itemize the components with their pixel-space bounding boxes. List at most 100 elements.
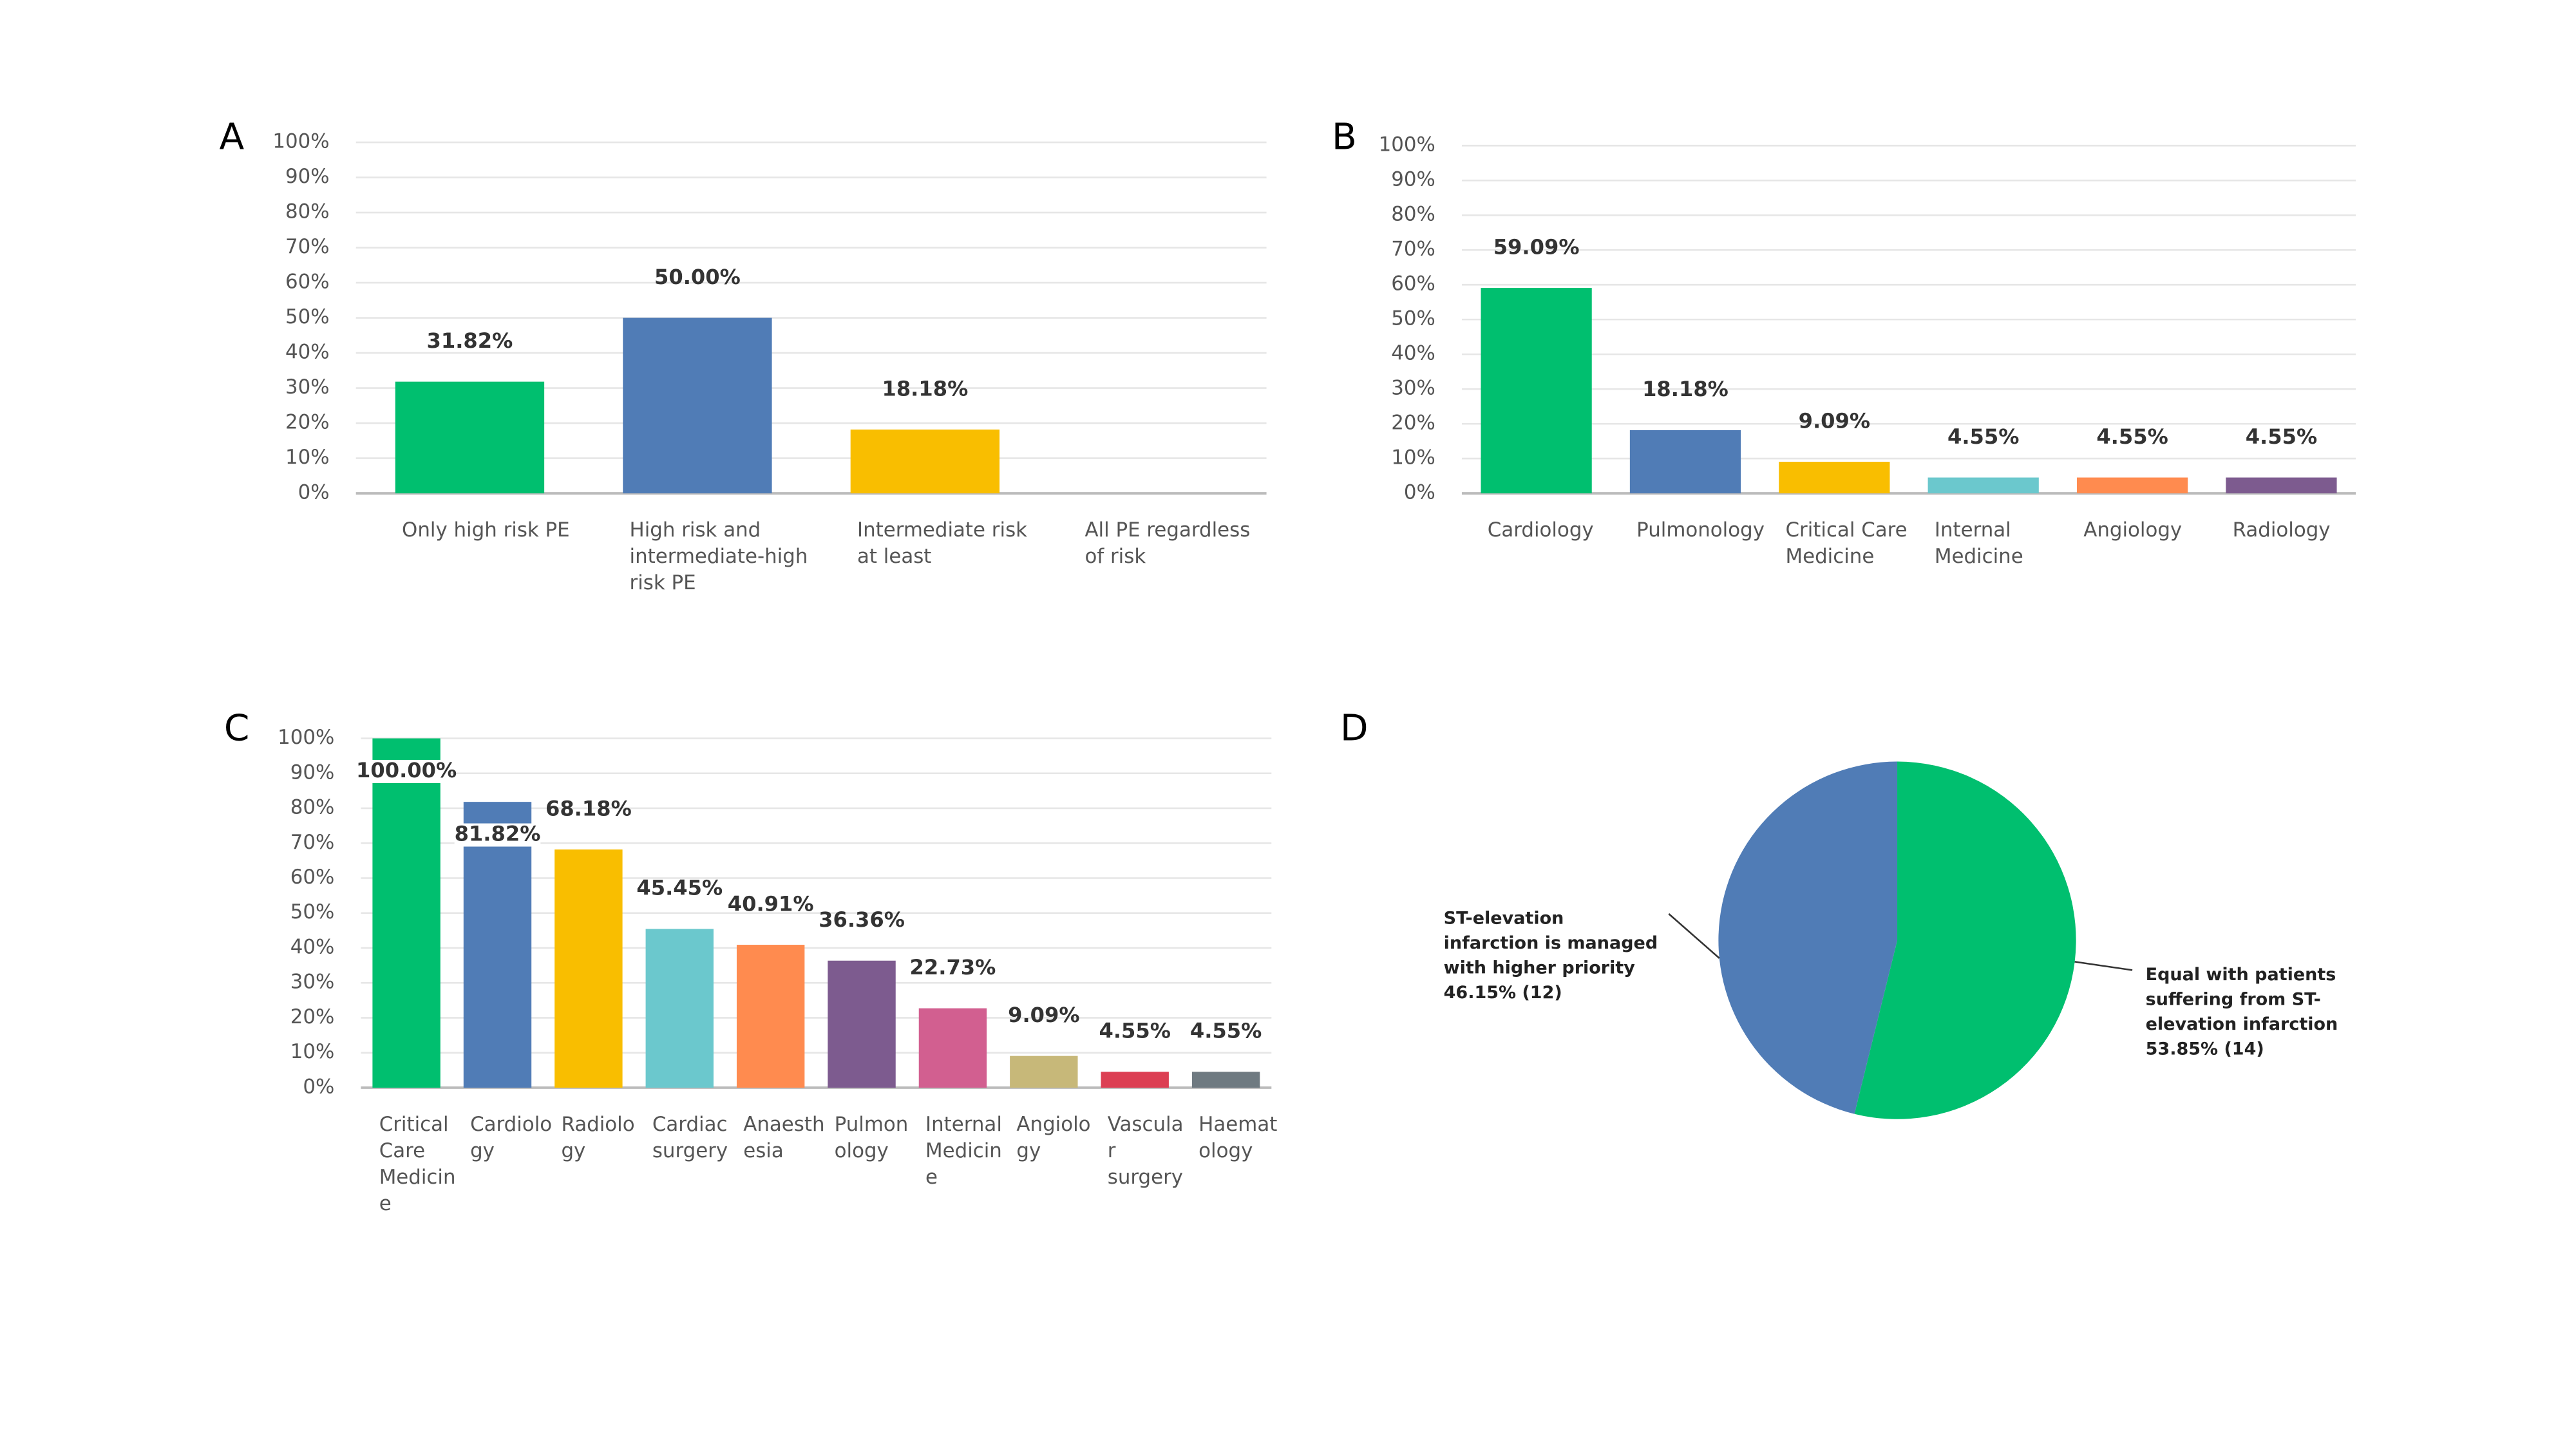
value-label: 4.55% — [1947, 424, 2019, 449]
value-label: 59.09% — [1493, 234, 1580, 259]
x-tick-label: Haematology — [1198, 1112, 1278, 1162]
value-label: 9.09% — [1008, 1003, 1079, 1027]
value-label: 18.18% — [1642, 377, 1728, 401]
y-tick-label: 0% — [1404, 481, 1435, 504]
bar — [850, 429, 1000, 494]
panel-letter: B — [1332, 117, 1357, 158]
x-tick-label: Internal Medicine — [925, 1112, 1002, 1189]
value-label: 100.00% — [356, 758, 457, 782]
y-tick-label: 30% — [285, 375, 330, 399]
x-tick-label: Cardiology — [1487, 518, 1594, 542]
pie-slice — [1718, 761, 1898, 1114]
y-tick-label: 20% — [1391, 412, 1435, 435]
bar — [918, 1008, 987, 1088]
pie-label: Equal with patients suffering from ST-el… — [2146, 963, 2364, 1063]
value-label: 50.00% — [654, 265, 741, 289]
y-tick-label: 10% — [290, 1040, 335, 1063]
bar — [1629, 430, 1741, 494]
value-label: 31.82% — [427, 328, 513, 353]
x-tick-label: Cardiac surgery — [652, 1112, 728, 1162]
leader-line — [1668, 913, 1720, 959]
pie-category: ST-elevation infarction is managed with … — [1443, 909, 1658, 979]
y-tick-label: 40% — [290, 935, 335, 958]
pie-value-label: 46.15% (12) — [1443, 983, 1562, 1003]
bar — [395, 381, 545, 494]
y-tick-label: 70% — [285, 235, 330, 258]
y-tick-label: 60% — [285, 270, 330, 294]
bar — [623, 317, 772, 494]
value-label: 4.55% — [2096, 424, 2168, 449]
y-tick-label: 50% — [290, 900, 335, 923]
bar — [1101, 1072, 1169, 1088]
y-tick-label: 90% — [1391, 168, 1435, 191]
x-tick-label: All PE regardless of risk — [1084, 518, 1251, 568]
bar — [645, 929, 714, 1088]
x-tick-label: Intermediate risk at least — [857, 518, 1027, 568]
value-label: 9.09% — [1799, 408, 1870, 433]
value-label: 81.82% — [455, 822, 541, 846]
x-tick-label: Vascular surgery — [1107, 1112, 1184, 1189]
y-tick-label: 0% — [298, 481, 330, 504]
value-label: 4.55% — [2246, 424, 2317, 449]
bar — [1927, 477, 2039, 494]
value-label: 22.73% — [910, 955, 996, 980]
panel-letter: C — [224, 707, 249, 749]
panel-letter: D — [1340, 707, 1368, 749]
y-tick-label: 30% — [1391, 377, 1435, 400]
bar — [372, 738, 440, 1088]
y-tick-label: 80% — [290, 796, 335, 819]
bar — [2076, 477, 2188, 494]
x-tick-label: Radiology — [561, 1112, 635, 1162]
value-label: 4.55% — [1099, 1019, 1170, 1043]
bar — [736, 945, 805, 1088]
y-tick-label: 50% — [1391, 307, 1435, 330]
value-label: 36.36% — [819, 907, 905, 932]
bar — [554, 849, 623, 1088]
y-tick-label: 0% — [303, 1075, 334, 1098]
x-tick-label: Critical Care Medicine — [1785, 518, 1908, 568]
y-tick-label: 100% — [278, 726, 334, 749]
panel-letter: A — [220, 117, 245, 158]
y-tick-label: 40% — [285, 341, 330, 364]
value-label-bg — [363, 759, 450, 783]
y-tick-label: 90% — [285, 165, 330, 188]
y-tick-label: 10% — [285, 446, 330, 469]
y-tick-label: 60% — [290, 866, 335, 889]
pie-label: ST-elevation infarction is managed with … — [1444, 907, 1662, 1007]
pie-slice — [1854, 761, 2076, 1119]
y-tick-label: 90% — [290, 761, 335, 784]
value-label: 18.18% — [882, 376, 968, 401]
y-tick-label: 100% — [272, 130, 329, 153]
x-tick-label: Only high risk PE — [402, 518, 570, 542]
bar — [2226, 477, 2337, 494]
y-tick-label: 40% — [1391, 342, 1435, 365]
x-tick-label: Cardiology — [470, 1112, 553, 1162]
value-label: 40.91% — [728, 891, 814, 916]
x-tick-label: Radiology — [2232, 518, 2331, 542]
bar — [1779, 461, 1890, 494]
x-tick-label: Angiology — [2083, 518, 2183, 542]
x-tick-label: Anaesthesia — [743, 1112, 825, 1162]
y-tick-label: 50% — [285, 305, 330, 328]
x-tick-label: Angiology — [1016, 1112, 1091, 1162]
leader-line — [2074, 961, 2133, 971]
value-label: 68.18% — [545, 796, 632, 820]
y-tick-label: 30% — [290, 971, 335, 994]
pie-category: Equal with patients suffering from ST-el… — [2145, 965, 2338, 1035]
x-tick-label: Pulmonology — [834, 1112, 909, 1162]
bar — [1191, 1072, 1260, 1088]
value-label: 4.55% — [1190, 1019, 1262, 1043]
x-tick-label: Critical Care Medicine — [379, 1112, 456, 1215]
bar — [1010, 1056, 1078, 1088]
value-label: 45.45% — [636, 876, 723, 900]
y-tick-label: 70% — [1391, 238, 1435, 261]
y-tick-label: 60% — [1391, 272, 1435, 296]
value-label-bg — [454, 823, 541, 847]
bar — [1481, 288, 1592, 494]
pie-value-label: 53.85% (14) — [2145, 1039, 2264, 1060]
y-tick-label: 70% — [290, 831, 335, 854]
bar — [828, 960, 896, 1088]
